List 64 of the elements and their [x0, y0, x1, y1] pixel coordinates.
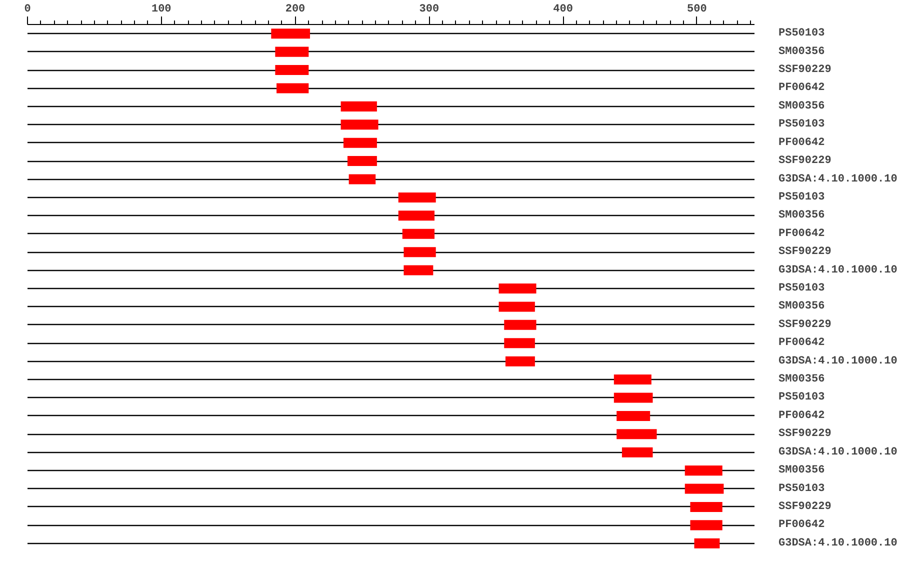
y-tick-label: SSF90229 [778, 428, 832, 440]
y-tick-label: PF00642 [778, 410, 825, 422]
bar [614, 374, 652, 385]
y-tick-label: G3DSA:4.10.1000.10 [778, 173, 898, 186]
y-tick-label: G3DSA:4.10.1000.10 [778, 264, 898, 276]
y-tick-label: SM00356 [778, 464, 825, 477]
y-tick-label: SM00356 [778, 300, 825, 313]
bar [340, 120, 378, 130]
bar [398, 210, 435, 221]
y-tick-label: PF00642 [778, 519, 825, 532]
y-tick-label: SM00356 [778, 374, 825, 386]
x-tick-label: 400 [553, 4, 573, 16]
bar [690, 520, 722, 530]
y-tick-label: PS50103 [778, 118, 826, 131]
x-tick-label: 0 [24, 4, 31, 16]
y-tick-label: SSF90229 [778, 64, 832, 76]
bar [498, 283, 536, 294]
y-tick-label: SM00356 [778, 100, 825, 112]
bar [404, 265, 434, 276]
y-tick-label: SM00356 [778, 46, 825, 58]
y-tick-label: G3DSA:4.10.1000.10 [778, 355, 898, 368]
bar [504, 320, 536, 330]
bar [275, 65, 309, 76]
bar [684, 466, 722, 476]
y-tick-label: PF00642 [778, 82, 825, 94]
y-tick-label: PS50103 [778, 392, 826, 404]
y-tick-label: G3DSA:4.10.1000.10 [778, 446, 898, 458]
y-tick-label: SM00356 [778, 210, 825, 222]
bar [340, 101, 377, 112]
x-tick-label: 100 [151, 4, 172, 16]
bar [616, 410, 650, 421]
y-tick-label: PS50103 [778, 191, 826, 204]
y-tick-label: PS50103 [778, 282, 826, 294]
bar [694, 538, 720, 548]
y-tick-label: SSF90229 [778, 155, 832, 168]
y-tick-label: PS50103 [778, 28, 826, 40]
bar [684, 484, 724, 494]
bar [616, 429, 657, 440]
bar [402, 228, 435, 239]
bar [276, 83, 309, 94]
x-tick-label: 500 [687, 4, 707, 16]
y-tick-label: SSF90229 [778, 246, 832, 258]
bar [348, 174, 376, 184]
y-tick-label: G3DSA:4.10.1000.10 [778, 537, 898, 550]
bar [347, 156, 377, 166]
bar [271, 28, 310, 39]
bar [505, 356, 535, 366]
bar [504, 338, 535, 348]
bar [275, 46, 309, 57]
bar [622, 447, 653, 458]
x-tick-label: 300 [419, 4, 440, 16]
y-tick-label: SSF90229 [778, 500, 832, 513]
y-tick-label: PF00642 [778, 337, 825, 350]
y-tick-label: PS50103 [778, 482, 826, 495]
bar [498, 302, 535, 312]
bar [614, 392, 653, 403]
x-tick-label: 200 [285, 4, 306, 16]
bar [404, 247, 436, 258]
y-tick-label: SSF90229 [778, 318, 832, 331]
bar [343, 138, 377, 148]
y-tick-label: PF00642 [778, 136, 825, 149]
bar [690, 502, 722, 512]
y-tick-label: PF00642 [778, 228, 825, 240]
bar [398, 192, 436, 202]
